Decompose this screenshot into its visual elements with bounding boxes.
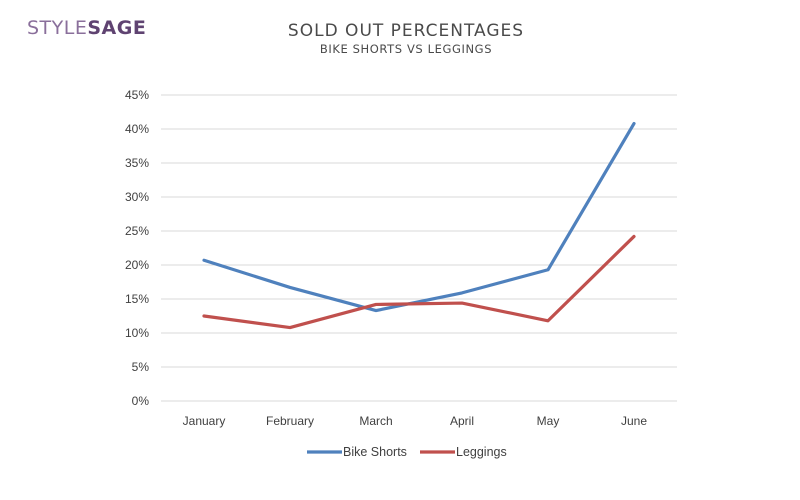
stylesage-logo: STYLESAGE: [27, 16, 146, 40]
series-lines: [202, 121, 636, 330]
x-axis-labels: January February March April May June: [183, 414, 648, 428]
y-tick-label: 15%: [125, 292, 149, 306]
y-tick-label: 30%: [125, 190, 149, 204]
y-tick-label: 20%: [125, 258, 149, 272]
y-tick-label: 10%: [125, 326, 149, 340]
x-tick-label: April: [450, 414, 474, 428]
y-tick-label: 0%: [132, 394, 150, 408]
x-tick-label: March: [359, 414, 392, 428]
x-tick-label: January: [183, 414, 226, 428]
legend: Bike Shorts Leggings: [307, 445, 507, 459]
gridlines: [161, 94, 677, 402]
y-axis-labels: 0% 5% 10% 15% 20% 25% 30% 35% 40% 45%: [125, 88, 149, 408]
logo-part-sage: SAGE: [87, 17, 147, 39]
y-tick-label: 35%: [125, 156, 149, 170]
chart-subtitle: BIKE SHORTS VS LEGGINGS: [319, 42, 493, 56]
x-tick-label: February: [266, 414, 314, 428]
legend-item: Bike Shorts: [307, 445, 407, 459]
chart-title: SOLD OUT PERCENTAGES: [287, 21, 525, 41]
y-tick-label: 5%: [132, 360, 150, 374]
legend-label: Leggings: [456, 445, 507, 459]
x-tick-label: May: [537, 414, 560, 428]
series-line: [202, 121, 636, 313]
logo-part-style: STYLE: [27, 17, 88, 39]
series-line: [202, 234, 636, 330]
x-tick-label: June: [621, 414, 647, 428]
legend-item: Leggings: [420, 445, 507, 459]
y-tick-label: 45%: [125, 88, 149, 102]
y-tick-label: 25%: [125, 224, 149, 238]
legend-label: Bike Shorts: [343, 445, 407, 459]
y-tick-label: 40%: [125, 122, 149, 136]
